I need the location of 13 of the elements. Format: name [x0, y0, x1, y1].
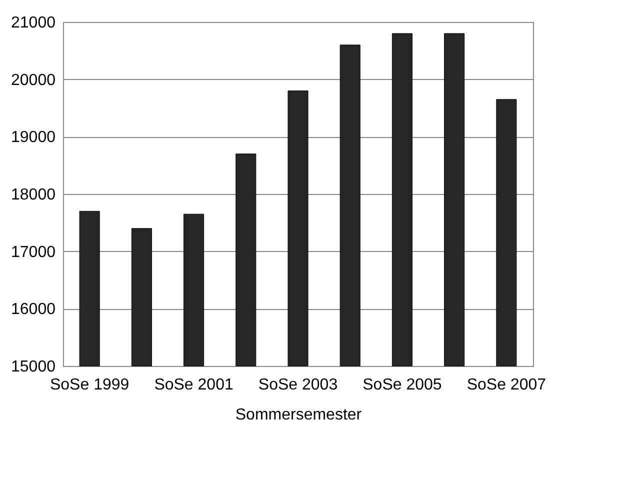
x-tick-label: SoSe 2007	[466, 376, 546, 394]
y-tick-label: 18000	[11, 186, 56, 204]
x-tick-label: SoSe 2003	[258, 376, 338, 394]
y-tick-label: 21000	[11, 14, 56, 32]
y-tick-label: 19000	[11, 129, 56, 146]
y-tick-label: 16000	[11, 301, 56, 318]
y-tick-label: 17000	[11, 244, 56, 261]
x-tick-label: SoSe 2001	[154, 376, 234, 394]
y-tick-label: 15000	[11, 358, 56, 376]
x-axis-title: Sommersemester	[235, 406, 362, 424]
y-tick-label: 20000	[11, 72, 56, 89]
x-tick-label: SoSe 1999	[50, 376, 130, 394]
x-tick-label: SoSe 2005	[362, 376, 442, 394]
